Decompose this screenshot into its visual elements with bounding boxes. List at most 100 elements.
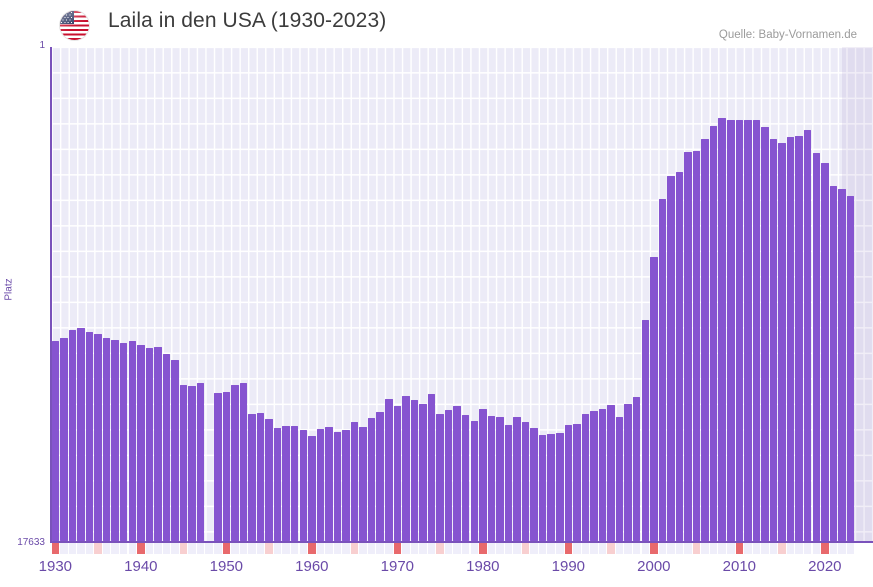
bar[interactable] xyxy=(538,435,547,541)
bar[interactable] xyxy=(513,417,521,541)
bar[interactable] xyxy=(119,343,128,541)
bar[interactable] xyxy=(290,426,299,541)
bar[interactable] xyxy=(590,411,598,541)
bar[interactable] xyxy=(171,360,179,541)
bar[interactable] xyxy=(51,341,60,541)
bar[interactable] xyxy=(504,425,513,541)
bar[interactable] xyxy=(667,176,675,541)
bar[interactable] xyxy=(239,383,248,541)
bar[interactable] xyxy=(385,399,393,541)
bar[interactable] xyxy=(675,172,684,541)
bar[interactable] xyxy=(812,153,821,541)
bar[interactable] xyxy=(393,406,402,541)
bar[interactable] xyxy=(256,413,265,541)
bar[interactable] xyxy=(769,139,778,541)
bar[interactable] xyxy=(547,434,555,541)
bar[interactable] xyxy=(453,406,461,541)
bar[interactable] xyxy=(359,427,367,541)
bar[interactable] xyxy=(479,409,487,541)
tick-cell-minor xyxy=(248,543,256,554)
bar[interactable] xyxy=(829,186,838,541)
bar[interactable] xyxy=(718,118,726,541)
bar[interactable] xyxy=(692,151,701,541)
bar[interactable] xyxy=(128,341,137,541)
bar[interactable] xyxy=(102,338,111,541)
bar[interactable] xyxy=(556,433,564,541)
bar[interactable] xyxy=(624,404,632,541)
bar[interactable] xyxy=(137,345,145,541)
bar[interactable] xyxy=(154,347,162,541)
tick-cell-major xyxy=(479,543,487,554)
bar[interactable] xyxy=(265,419,273,541)
bar[interactable] xyxy=(444,410,453,541)
bar[interactable] xyxy=(196,383,205,541)
bar[interactable] xyxy=(427,394,436,541)
bar[interactable] xyxy=(846,196,855,541)
bar[interactable] xyxy=(564,425,573,541)
bar[interactable] xyxy=(786,137,795,541)
bar[interactable] xyxy=(436,414,444,541)
flag-canton xyxy=(60,11,74,24)
bar[interactable] xyxy=(641,320,650,541)
bar[interactable] xyxy=(470,421,479,541)
bar[interactable] xyxy=(632,397,641,541)
bar[interactable] xyxy=(684,152,692,541)
bar[interactable] xyxy=(419,404,427,541)
bar[interactable] xyxy=(248,414,256,541)
bar[interactable] xyxy=(658,199,667,541)
bar[interactable] xyxy=(778,143,786,541)
bar[interactable] xyxy=(573,424,581,541)
bar[interactable] xyxy=(231,385,239,541)
bar[interactable] xyxy=(496,417,504,541)
bar[interactable] xyxy=(744,120,752,541)
bar[interactable] xyxy=(60,338,68,541)
bar[interactable] xyxy=(188,386,196,541)
bar[interactable] xyxy=(68,330,77,541)
bar[interactable] xyxy=(803,130,812,541)
bar[interactable] xyxy=(367,418,376,541)
bar[interactable] xyxy=(530,428,538,541)
bar[interactable] xyxy=(521,422,530,541)
bar[interactable] xyxy=(94,334,102,541)
bar[interactable] xyxy=(214,393,222,541)
bar[interactable] xyxy=(299,430,308,541)
bar[interactable] xyxy=(752,120,761,541)
bar[interactable] xyxy=(487,416,496,541)
bar[interactable] xyxy=(376,412,384,541)
bar[interactable] xyxy=(410,400,419,541)
bar[interactable] xyxy=(701,139,709,541)
bar[interactable] xyxy=(709,126,718,541)
bar[interactable] xyxy=(145,348,154,541)
bar[interactable] xyxy=(222,392,231,541)
bar[interactable] xyxy=(111,340,119,541)
bar[interactable] xyxy=(273,428,282,541)
bar[interactable] xyxy=(727,120,735,541)
tick-cell-minor xyxy=(128,543,137,554)
tick-cell-minor xyxy=(273,543,282,554)
bar[interactable] xyxy=(333,432,342,541)
bar[interactable] xyxy=(77,328,85,541)
bar[interactable] xyxy=(650,257,658,541)
bar[interactable] xyxy=(162,354,171,541)
bar[interactable] xyxy=(316,429,325,541)
bar[interactable] xyxy=(308,436,316,541)
bar[interactable] xyxy=(179,385,188,541)
bar[interactable] xyxy=(838,189,846,541)
bar[interactable] xyxy=(821,163,829,541)
bar[interactable] xyxy=(461,415,470,541)
bar[interactable] xyxy=(325,427,333,541)
bar[interactable] xyxy=(581,414,590,541)
bar[interactable] xyxy=(735,120,744,541)
bar[interactable] xyxy=(795,136,803,541)
bar[interactable] xyxy=(607,405,615,541)
bar[interactable] xyxy=(761,127,769,541)
bar[interactable] xyxy=(615,417,624,541)
bar[interactable] xyxy=(85,332,94,541)
bar[interactable] xyxy=(598,409,607,541)
bar[interactable] xyxy=(342,430,350,541)
bar[interactable] xyxy=(282,426,290,541)
tick-cell-minor xyxy=(487,543,496,554)
bar[interactable] xyxy=(402,396,410,541)
tick-cell-minor xyxy=(709,543,718,554)
bar[interactable] xyxy=(350,422,359,541)
